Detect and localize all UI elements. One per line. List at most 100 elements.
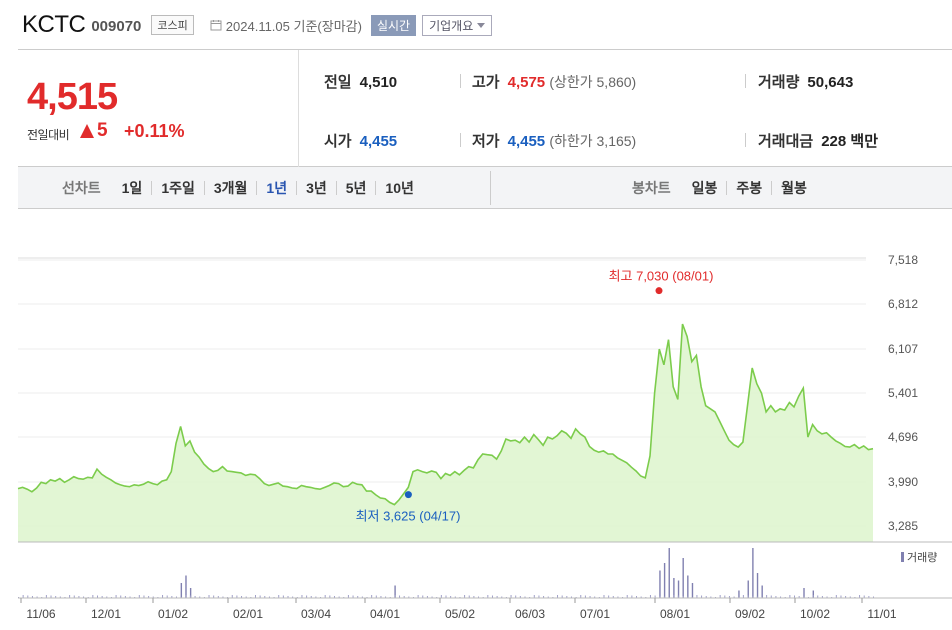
volume-bar xyxy=(803,588,805,598)
x-tick-label: 07/01 xyxy=(580,607,610,621)
volume-bar xyxy=(663,563,666,598)
volume-bar xyxy=(315,596,317,598)
volume-bar xyxy=(868,596,870,598)
line-chart-tabs: 선차트 1일 1주일 3개월 1년 3년 5년 10년 xyxy=(62,167,423,208)
y-tick-label: 5,401 xyxy=(888,386,918,400)
candle-chart-title: 봉차트 xyxy=(632,179,671,196)
volume-bar xyxy=(733,596,735,598)
volume-bar xyxy=(440,595,442,598)
volume-bar xyxy=(617,596,619,598)
volume-bar xyxy=(519,596,521,598)
volume-bar xyxy=(175,596,177,598)
x-tick-label: 08/01 xyxy=(660,607,690,621)
tab-daily[interactable]: 일봉 xyxy=(691,179,718,196)
low-value: 4,455 xyxy=(507,133,546,150)
volume-bar xyxy=(701,595,703,598)
tab-1w[interactable]: 1주일 xyxy=(151,180,204,195)
realtime-button[interactable]: 실시간 xyxy=(370,14,417,36)
volume-bar xyxy=(826,596,828,598)
volume-bar xyxy=(241,596,243,598)
volume-bar xyxy=(199,596,201,598)
volume-bar xyxy=(649,595,651,598)
volume-bar xyxy=(533,595,535,598)
volume-bar xyxy=(254,595,256,598)
tab-1y[interactable]: 1년 xyxy=(256,180,296,195)
min-annotation: 최저 3,625 (04/17) xyxy=(356,509,461,524)
prev-close-value: 4,510 xyxy=(359,74,398,91)
x-tick-label: 11/06 xyxy=(26,607,55,621)
tab-5y[interactable]: 5년 xyxy=(335,180,376,195)
tab-3m[interactable]: 3개월 xyxy=(203,180,257,195)
volume-bar xyxy=(208,595,210,598)
volume-bar xyxy=(213,595,215,598)
volume-bar xyxy=(380,596,382,598)
volume-bar xyxy=(626,595,628,598)
volume-bar xyxy=(301,595,303,598)
volume-bar xyxy=(106,596,108,598)
prev-close-label: 전일 xyxy=(324,74,352,91)
y-tick-label: 3,285 xyxy=(888,519,918,533)
upper-limit: (상한가 5,860) xyxy=(549,74,637,90)
volume-bar xyxy=(515,595,517,598)
tab-3y[interactable]: 3년 xyxy=(296,180,336,195)
volume-bar xyxy=(129,596,131,598)
price-box: 4,515 전일대비 5 +0.11% xyxy=(18,50,299,167)
tab-1d[interactable]: 1일 xyxy=(121,179,143,196)
volume-bar xyxy=(873,596,874,598)
volume-bar xyxy=(329,595,331,598)
high-label: 고가 xyxy=(472,74,500,91)
y-tick-label: 7,518 xyxy=(888,253,918,267)
volume-bar xyxy=(663,596,665,598)
volume-bar xyxy=(673,595,675,598)
volume-bar xyxy=(101,596,103,598)
y-axis-ticks: 7,518 6,812 6,107 5,401 4,696 3,990 3,285 xyxy=(888,253,918,533)
candle-chart-tabs: 봉차트 일봉 주봉 월봉 xyxy=(632,167,816,208)
volume-bar xyxy=(728,596,730,598)
tab-10y[interactable]: 10년 xyxy=(375,180,422,195)
volume-bar xyxy=(422,595,424,598)
volume-bar xyxy=(468,595,470,598)
volume-bar xyxy=(55,596,57,598)
volume-bar xyxy=(306,595,308,598)
volume-bar xyxy=(770,595,772,598)
x-tick-label: 03/04 xyxy=(301,607,331,621)
volume-bar xyxy=(580,595,582,598)
volume-bar xyxy=(408,596,410,598)
volume-bar xyxy=(73,595,75,598)
volume-bar xyxy=(45,595,47,598)
low-price: 저가 4,455 (하한가 3,165) xyxy=(472,130,636,151)
open-value: 4,455 xyxy=(359,133,398,150)
volume-bar xyxy=(780,596,782,598)
y-tick-label: 6,812 xyxy=(888,297,918,311)
volume-bar xyxy=(812,595,814,598)
volume-bar xyxy=(594,596,596,598)
amount-value: 228 백만 xyxy=(821,133,878,150)
volume-bar xyxy=(92,595,94,598)
x-tick-label: 11/01 xyxy=(867,607,896,621)
volume-bar xyxy=(487,595,489,598)
volume-bar xyxy=(752,548,754,598)
change-percent: +0.11% xyxy=(124,121,185,141)
y-tick-label: 4,696 xyxy=(888,430,918,444)
volume-bar xyxy=(292,596,294,598)
tab-monthly[interactable]: 월봉 xyxy=(771,180,816,195)
tab-weekly[interactable]: 주봉 xyxy=(726,180,771,195)
volume-bar xyxy=(798,596,800,598)
volume-bar xyxy=(22,595,24,598)
volume-bar xyxy=(189,595,191,598)
y-tick-label: 6,107 xyxy=(888,342,918,356)
volume-bar xyxy=(724,595,726,598)
price-chart[interactable]: 7,518 6,812 6,107 5,401 4,696 3,990 3,285 최고 7… xyxy=(0,230,952,630)
volume-bar xyxy=(738,590,740,598)
trade-amount: 거래대금 228 백만 xyxy=(758,130,878,151)
volume-bar xyxy=(789,595,791,598)
volume-bar xyxy=(231,595,233,598)
volume-bar xyxy=(399,595,401,598)
company-info-dropdown[interactable]: 기업개요 xyxy=(422,14,493,36)
prev-close: 전일 4,510 xyxy=(324,71,397,92)
x-tick-label: 06/03 xyxy=(515,607,545,621)
volume-bar xyxy=(185,575,187,598)
volume-bar xyxy=(561,595,563,598)
volume-bar xyxy=(450,596,452,598)
base-date: 2024.11.05 기준(장마감) xyxy=(225,18,362,34)
